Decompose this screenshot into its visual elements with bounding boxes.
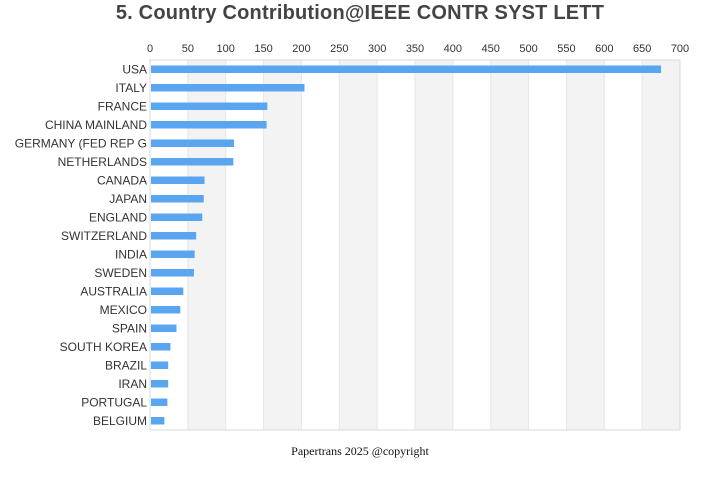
bar (151, 65, 662, 73)
y-category-label: CHINA MAINLAND (45, 118, 147, 132)
bar (151, 232, 197, 240)
x-tick-label: 100 (217, 43, 235, 55)
x-tick-label: 250 (330, 43, 348, 55)
y-category-label: USA (122, 62, 147, 76)
bar (151, 121, 267, 129)
y-category-label: CANADA (97, 173, 147, 187)
y-category-label: ITALY (115, 81, 147, 95)
copyright-footer: Papertrans 2025 @copyright (291, 444, 429, 458)
grid-band (187, 60, 226, 430)
y-category-label: FRANCE (98, 99, 147, 113)
grid-band (490, 60, 529, 430)
y-category-label: IRAN (118, 377, 147, 391)
y-category-label: ENGLAND (89, 210, 147, 224)
x-tick-label: 150 (254, 43, 272, 55)
bar (151, 158, 234, 166)
y-category-label: AUSTRALIA (80, 284, 147, 298)
bar (151, 361, 169, 369)
y-category-label: GERMANY (FED REP G (15, 136, 147, 150)
x-axis-ticks: 0 50 100 150 200 250 300 350 400 450 500 550 600 650 7… (147, 43, 689, 55)
bar (151, 380, 169, 388)
y-category-label: SPAIN (112, 321, 147, 335)
bar (151, 324, 177, 332)
y-category-label: SWITZERLAND (61, 229, 147, 243)
x-tick-label: 350 (406, 43, 424, 55)
y-category-label: PORTUGAL (81, 395, 147, 409)
grid-band (415, 60, 453, 430)
bar (151, 139, 235, 147)
plot-frame (149, 59, 681, 431)
x-tick-label: 500 (519, 43, 537, 55)
bar (151, 250, 195, 258)
x-tick-label: 450 (482, 43, 500, 55)
x-tick-label: 300 (368, 43, 386, 55)
y-category-label: BELGIUM (93, 414, 147, 428)
x-tick-label: 600 (595, 43, 613, 55)
bar (151, 306, 181, 314)
bar (151, 287, 184, 295)
bar (151, 102, 268, 110)
x-tick-label: 200 (292, 43, 310, 55)
x-tick-label: 50 (182, 43, 194, 55)
grid-band (566, 60, 605, 430)
bar (151, 176, 205, 184)
grid-band (263, 60, 302, 430)
x-tick-label: 550 (557, 43, 575, 55)
x-tick-label: 0 (147, 43, 153, 55)
grid-bands (187, 60, 680, 430)
y-category-label: INDIA (115, 247, 147, 261)
bars (151, 65, 662, 425)
bar (151, 213, 203, 221)
y-category-label: SWEDEN (94, 266, 147, 280)
y-category-label: SOUTH KOREA (60, 340, 147, 354)
bar (151, 398, 168, 406)
x-tick-label: 400 (444, 43, 462, 55)
bar (151, 195, 204, 203)
y-category-label: NETHERLANDS (58, 155, 147, 169)
y-category-label: JAPAN (109, 192, 147, 206)
bar (151, 269, 194, 277)
x-tick-label: 650 (633, 43, 651, 55)
y-category-label: MEXICO (100, 303, 147, 317)
y-axis-labels: USA ITALY FRANCE CHINA MAINLAND GERMANY (FED… (15, 62, 148, 428)
grid-band (339, 60, 378, 430)
bar (151, 343, 171, 351)
bar (151, 417, 165, 425)
grid-band (642, 60, 680, 430)
bar (151, 84, 305, 92)
y-category-label: BRAZIL (105, 358, 147, 372)
x-tick-label: 700 (671, 43, 689, 55)
chart-title: 5. Country Contribution@IEEE CONTR SYST … (115, 2, 605, 24)
